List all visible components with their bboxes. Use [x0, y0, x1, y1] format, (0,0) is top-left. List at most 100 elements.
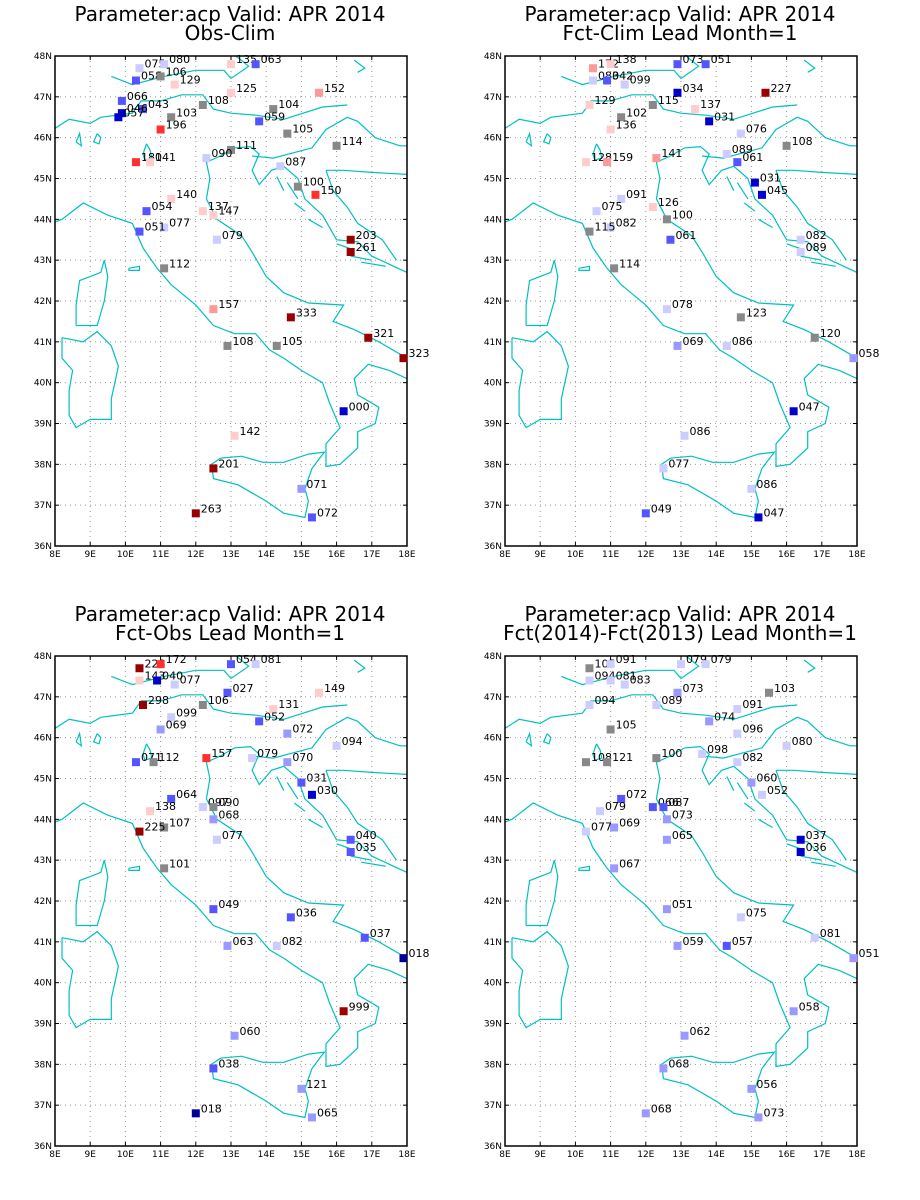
station-marker — [585, 227, 594, 236]
station-value-label: 058 — [799, 1000, 820, 1013]
coastline — [252, 116, 407, 159]
station-marker — [722, 941, 731, 950]
y-tick-label: 44N — [484, 815, 502, 825]
station-marker — [691, 105, 700, 114]
station-value-label: 037 — [370, 927, 391, 940]
y-tick-label: 42N — [34, 897, 52, 907]
station-value-label: 051 — [144, 221, 165, 234]
panel-subtitle: Fct-Clim Lead Month=1 — [562, 21, 798, 45]
station-marker — [399, 954, 408, 963]
x-tick-label: 9E — [534, 550, 546, 560]
station-marker — [297, 778, 306, 787]
station-value-label: 150 — [320, 184, 341, 197]
panel-title: Parameter:acp Valid: APR 2014 — [74, 602, 386, 626]
y-tick-label: 47N — [484, 93, 502, 103]
station-marker — [796, 248, 805, 256]
x-tick-label: 8E — [499, 550, 511, 560]
station-value-label: 040 — [162, 670, 183, 683]
station-marker — [659, 464, 668, 473]
station-value-label: 061 — [742, 151, 763, 164]
station-marker — [283, 729, 292, 738]
station-map: 8E 9E 10E 11E 12E 13E 14E 15E 16E 17E 18E 36N 37N 38N… — [34, 652, 430, 1160]
y-tick-label: 37N — [34, 501, 52, 511]
station-value-label: 073 — [682, 682, 703, 695]
station-value-label: 114 — [342, 135, 363, 148]
y-tick-label: 36N — [484, 542, 502, 552]
station-value-label: 094 — [342, 735, 363, 748]
y-tick-label: 42N — [34, 297, 52, 307]
station-value-label: 129 — [594, 94, 615, 107]
station-marker — [156, 725, 165, 734]
station-value-label: 063 — [261, 53, 282, 66]
coastline — [325, 170, 397, 261]
station-marker — [662, 305, 671, 314]
station-value-label: 096 — [742, 723, 763, 736]
y-tick-label: 39N — [484, 1020, 502, 1030]
coastline — [736, 182, 749, 200]
coastline — [92, 133, 102, 145]
station-marker — [135, 676, 144, 685]
station-marker — [849, 954, 858, 963]
coastline — [736, 782, 749, 800]
station-marker — [648, 203, 657, 212]
coastline — [875, 285, 886, 293]
station-marker — [603, 758, 612, 767]
station-value-label: 052 — [264, 710, 285, 723]
station-marker — [662, 215, 671, 224]
y-tick-label: 36N — [34, 542, 52, 552]
station-value-label: 074 — [714, 710, 735, 723]
grid-lines — [505, 656, 857, 1146]
station-marker — [641, 1109, 650, 1118]
station-value-label: 108 — [208, 94, 229, 107]
y-tick-label: 37N — [484, 1101, 502, 1111]
station-marker — [251, 660, 260, 669]
station-value-label: 038 — [218, 1057, 239, 1070]
y-tick-label: 43N — [484, 256, 502, 266]
station-value-label: 086 — [690, 425, 711, 438]
station-marker — [191, 509, 200, 518]
coastline — [353, 659, 366, 673]
panel-subtitle: Fct(2014)-Fct(2013) Lead Month=1 — [503, 621, 857, 645]
station-value-label: 100 — [661, 747, 682, 760]
coastlines — [55, 56, 407, 519]
station-marker — [603, 158, 612, 167]
coastline — [61, 930, 120, 1029]
station-value-label: 091 — [626, 188, 647, 201]
station-marker — [617, 113, 626, 122]
map-panel-fct-obs: Parameter:acp Valid: APR 2014 Fct-Obs Le… — [20, 600, 440, 1160]
coastline — [776, 769, 857, 776]
x-tick-label: 13E — [672, 1150, 689, 1160]
x-tick-label: 10E — [117, 1150, 134, 1160]
station-value-label: 120 — [820, 327, 841, 340]
panel-title: Parameter:acp Valid: APR 2014 — [74, 2, 386, 26]
x-tick-label: 13E — [222, 550, 239, 560]
station-value-label: 067 — [619, 857, 640, 870]
station-marker — [789, 407, 798, 416]
coastline — [353, 59, 366, 73]
coastline — [578, 265, 591, 271]
station-value-label: 083 — [630, 674, 651, 687]
y-tick-label: 40N — [34, 379, 52, 389]
station-marker — [673, 941, 682, 950]
coastline — [61, 330, 120, 429]
station-value-label: 040 — [356, 829, 377, 842]
station-marker — [251, 60, 260, 69]
station-marker — [698, 750, 707, 758]
coastline — [525, 260, 559, 327]
station-marker — [283, 758, 292, 767]
station-value-label: 073 — [763, 1106, 784, 1119]
station-value-label: 141 — [155, 151, 176, 164]
y-tick-label: 48N — [34, 52, 52, 62]
station-marker — [592, 207, 601, 216]
station-marker — [796, 235, 805, 244]
coastline — [128, 265, 141, 271]
x-tick-label: 14E — [258, 550, 275, 560]
station-marker — [581, 758, 590, 767]
station-marker — [666, 235, 675, 244]
station-value-label: 069 — [619, 817, 640, 830]
station-map: 8E 9E 10E 11E 12E 13E 14E 15E 16E 17E 18E 36N 37N 38N… — [484, 52, 886, 560]
panel-title: Parameter:acp Valid: APR 2014 — [524, 2, 836, 26]
station-marker — [297, 1084, 306, 1093]
station-marker — [156, 72, 165, 81]
x-tick-label: 9E — [534, 1150, 546, 1160]
